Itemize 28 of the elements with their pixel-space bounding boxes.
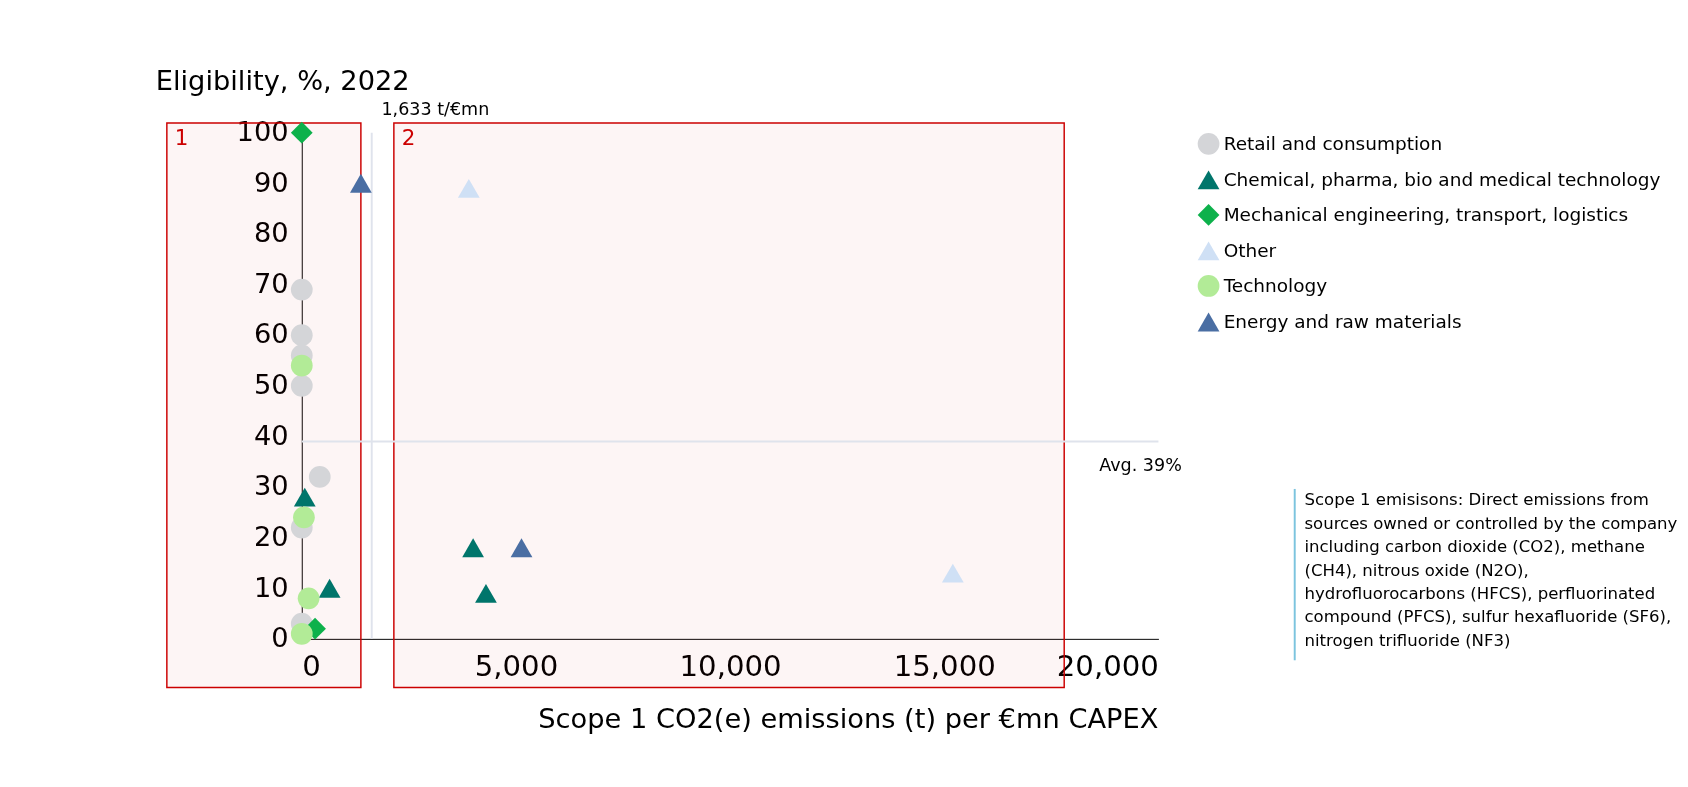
y-tick-label: 60	[253, 318, 289, 350]
y-tick-label: 20	[253, 520, 289, 552]
ref-line-label: 1,633 t/€mn	[381, 99, 490, 120]
x-tick-label: 10,000	[679, 649, 782, 684]
y-tick-label: 0	[271, 622, 289, 654]
y-tick-label: 40	[253, 419, 289, 451]
legend-label: Energy and raw materials	[1223, 310, 1462, 332]
legend-label: Mechanical engineering, transport, logistics	[1223, 203, 1629, 225]
y-tick-label: 10	[253, 571, 289, 603]
legend-label: Retail and consumption	[1223, 132, 1443, 154]
x-tick-label: 5,000	[474, 649, 559, 684]
y-tick-label: 80	[253, 217, 289, 249]
legend-label: Chemical, pharma, bio and medical technology	[1223, 168, 1661, 190]
y-tick-label: 30	[253, 470, 289, 502]
y-tick-label: 50	[253, 369, 289, 401]
band-label: 2	[401, 125, 416, 151]
legend-label: Other	[1223, 239, 1277, 261]
y-tick-label: 90	[253, 166, 289, 198]
ref-line-label: Avg. 39%	[1099, 454, 1182, 475]
x-axis-title: Scope 1 CO2(e) emissions (t) per €mn CAPEX	[538, 703, 1159, 735]
y-tick-label: 100	[236, 115, 289, 147]
legend-label: Technology	[1222, 274, 1328, 296]
x-tick-label: 15,000	[893, 649, 996, 684]
text: Scope 1 emisisons: Direct emissions from sources owned or controlled by the company including carbon dioxide (CO2), methane (CH4), nitrous oxide (N2O), hydrofluorocarbons (HFCS), perfluorinated compound (PFCS), sulfur hexafluoride (SF6), nitrogen trifluoride (NF3)	[1304, 490, 1678, 650]
y-tick-label: 70	[253, 267, 289, 299]
band-label: 1	[174, 125, 189, 151]
x-tick-label: 0	[302, 649, 321, 684]
y-axis-title: Eligibility, %, 2022	[155, 64, 410, 96]
